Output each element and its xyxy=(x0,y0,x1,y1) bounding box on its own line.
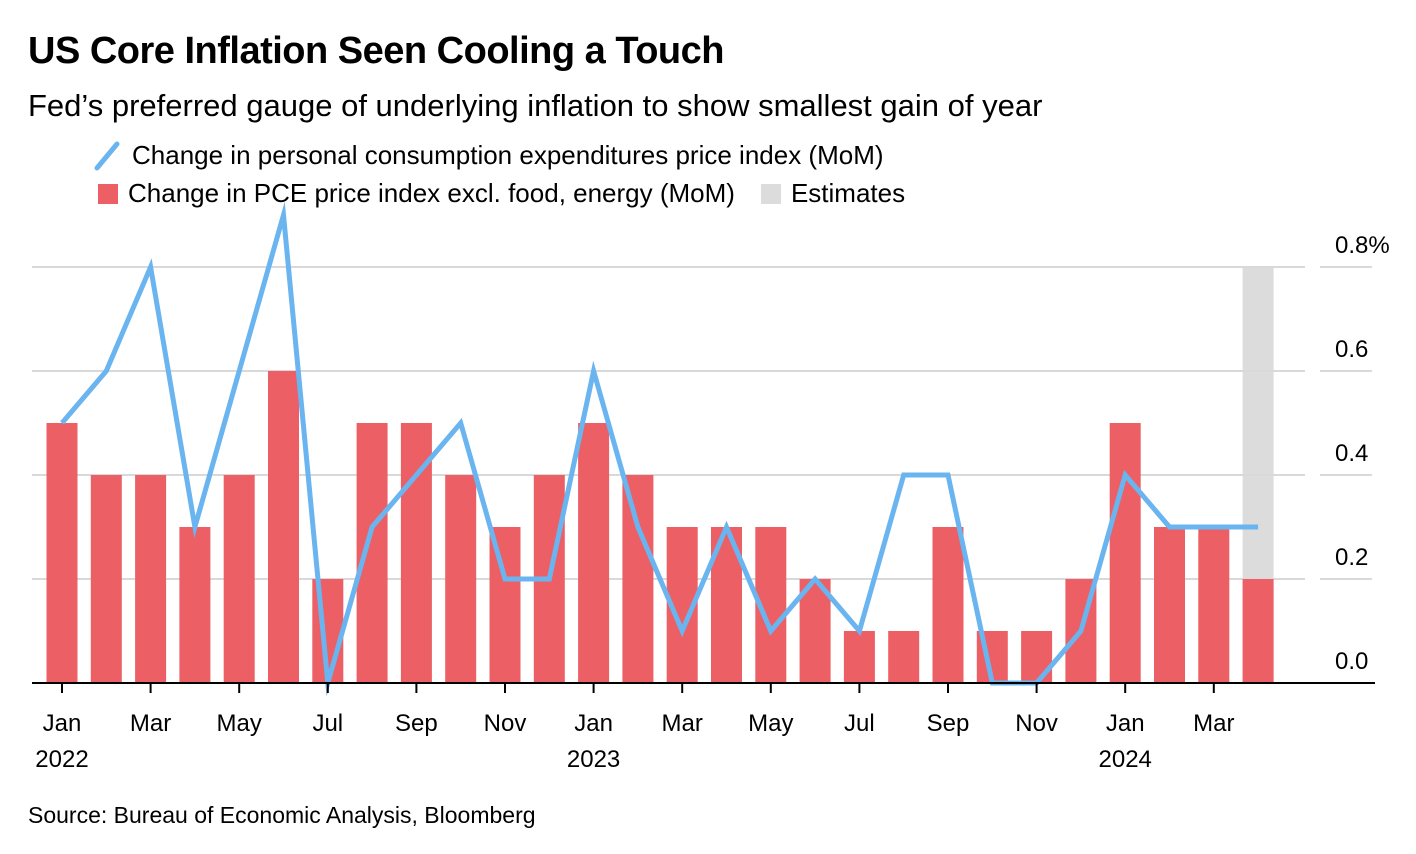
y-tick-label: 0.2 xyxy=(1335,544,1368,571)
source-note: Source: Bureau of Economic Analysis, Blo… xyxy=(28,802,536,828)
x-tick-label: Jul xyxy=(312,710,343,737)
x-tick-label: Jan xyxy=(1106,710,1145,737)
line-headline-pce xyxy=(60,201,1259,697)
bar-core-3 xyxy=(179,527,211,683)
bar-core-10 xyxy=(489,527,521,683)
bar-core-9 xyxy=(445,475,477,683)
bar-core-17 xyxy=(799,579,831,683)
bar-core-26 xyxy=(1198,527,1230,683)
legend-label-headline: Change in personal consumption expenditu… xyxy=(132,140,884,170)
legend-estimate-swatch xyxy=(760,183,781,204)
bar-core-27 xyxy=(1242,579,1274,683)
x-tick-label: Sep xyxy=(927,710,970,737)
bar-core-0 xyxy=(46,423,78,683)
legend-row-core: Change in PCE price index excl. food, en… xyxy=(98,178,905,209)
legend-bar-swatch xyxy=(98,183,118,204)
bar-core-25 xyxy=(1154,527,1185,683)
bar-core-2 xyxy=(135,475,167,683)
x-tick-label: Mar xyxy=(130,710,171,737)
bar-core-12 xyxy=(578,423,610,683)
x-tick-label: Nov xyxy=(484,710,527,737)
x-tick-label: Jan xyxy=(574,710,613,737)
x-tick-label: Mar xyxy=(1193,710,1234,737)
bar-core-4 xyxy=(223,475,255,683)
y-tick-label: 0.8% xyxy=(1335,232,1390,259)
chart-title: US Core Inflation Seen Cooling a Touch xyxy=(28,30,725,72)
x-year-label: 2023 xyxy=(567,746,620,773)
legend-label-core: Change in PCE price index excl. food, en… xyxy=(128,178,735,208)
x-tick-label: Nov xyxy=(1015,710,1058,737)
bar-core-20 xyxy=(932,527,964,683)
x-tick-label: Mar xyxy=(662,710,703,737)
bar-core-7 xyxy=(356,423,388,683)
legend-row-headline: Change in personal consumption expenditu… xyxy=(94,140,884,171)
x-tick-label: May xyxy=(748,710,793,737)
bar-core-18 xyxy=(843,631,875,683)
bar-core-13 xyxy=(622,475,654,683)
bar-core-5 xyxy=(268,371,299,683)
bar-core-24 xyxy=(1109,423,1141,683)
bar-core-22 xyxy=(1021,631,1053,683)
y-tick-label: 0.4 xyxy=(1335,440,1368,467)
bar-core-19 xyxy=(888,631,920,683)
chart-subtitle: Fed’s preferred gauge of underlying infl… xyxy=(28,88,1043,123)
x-year-label: 2022 xyxy=(35,746,88,773)
y-tick-label: 0.0 xyxy=(1335,648,1368,675)
y-tick-label: 0.6 xyxy=(1335,336,1368,363)
x-year-label: 2024 xyxy=(1099,746,1152,773)
x-tick-label: Sep xyxy=(395,710,438,737)
legend-label-estimates: Estimates xyxy=(790,178,906,208)
chart-plot: 0.0 0.2 0.4 0.6 0.8% Jan 2022 Mar May Jul Sep Nov J… xyxy=(32,201,1390,773)
x-tick-label: Jan xyxy=(43,710,82,737)
bar-core-1 xyxy=(90,475,122,683)
x-tick-label: May xyxy=(217,710,262,737)
x-tick-label: Jul xyxy=(844,710,875,737)
legend-line-swatch xyxy=(94,141,120,170)
